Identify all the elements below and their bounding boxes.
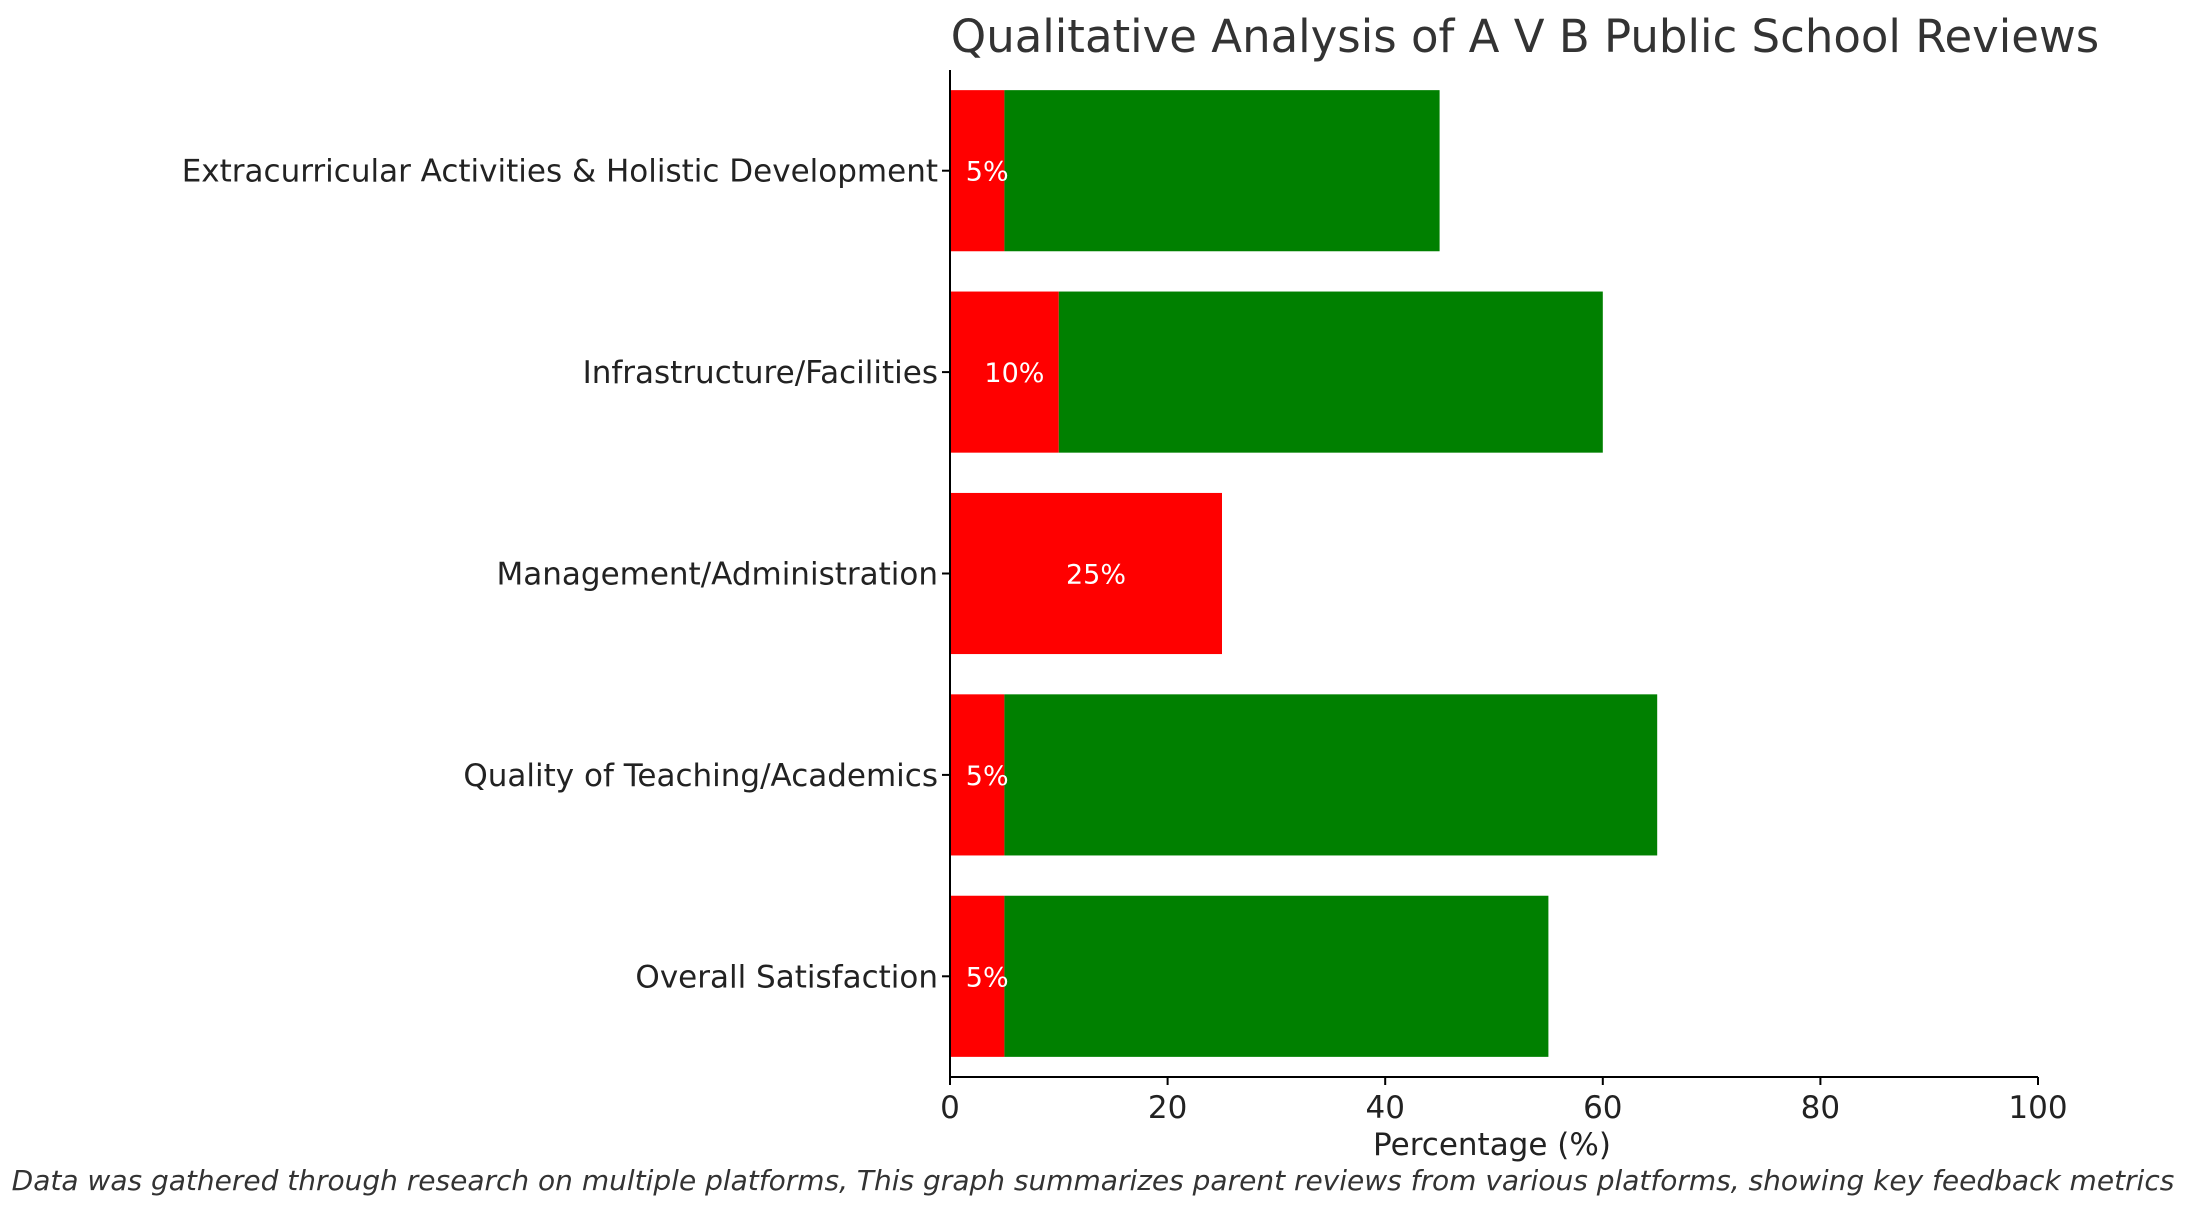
bar-red-3 xyxy=(950,291,1059,453)
y-tick-label-3: Infrastructure/Facilities xyxy=(583,355,938,391)
x-tick-label-5: 100 xyxy=(2008,1090,2067,1126)
y-tick-label-0: Overall Satisfaction xyxy=(635,959,938,995)
bar-green-0 xyxy=(1004,895,1549,1057)
y-tick-label-4: Extracurricular Activities & Holistic De… xyxy=(182,154,938,190)
data-label-1: 5% xyxy=(966,761,1009,792)
bars-layer xyxy=(950,90,1658,1057)
bar-red-4 xyxy=(950,90,1005,252)
bar-green-4 xyxy=(1004,90,1440,252)
data-label-3: 10% xyxy=(984,358,1044,389)
x-axis-label: Percentage (%) xyxy=(1373,1127,1611,1163)
bar-red-2 xyxy=(950,492,1222,655)
data-labels-layer: 5% 5% 25% 10% 5% xyxy=(966,157,1126,994)
bar-green-3 xyxy=(1058,291,1603,453)
chart-caption: Data was gathered through research on mu… xyxy=(12,1164,2175,1197)
data-label-0: 5% xyxy=(966,962,1009,993)
y-tick-label-2: Management/Administration xyxy=(497,557,939,593)
x-tick-label-3: 60 xyxy=(1583,1090,1622,1126)
bar-red-0 xyxy=(950,895,1005,1057)
chart-title: Qualitative Analysis of A V B Public Sch… xyxy=(951,10,2099,63)
x-axis: 0 20 40 60 80 100 xyxy=(940,1076,2068,1126)
data-label-4: 5% xyxy=(966,157,1009,188)
bar-green-1 xyxy=(1004,694,1658,856)
x-tick-label-0: 0 xyxy=(940,1090,960,1126)
y-tick-label-1: Quality of Teaching/Academics xyxy=(463,758,938,794)
y-axis: Overall Satisfaction Quality of Teaching/… xyxy=(182,70,951,1077)
x-tick-label-4: 80 xyxy=(1801,1090,1840,1126)
x-tick-label-2: 40 xyxy=(1365,1090,1404,1126)
x-tick-label-1: 20 xyxy=(1148,1090,1187,1126)
bar-red-1 xyxy=(950,694,1005,856)
data-label-2: 25% xyxy=(1066,560,1126,591)
